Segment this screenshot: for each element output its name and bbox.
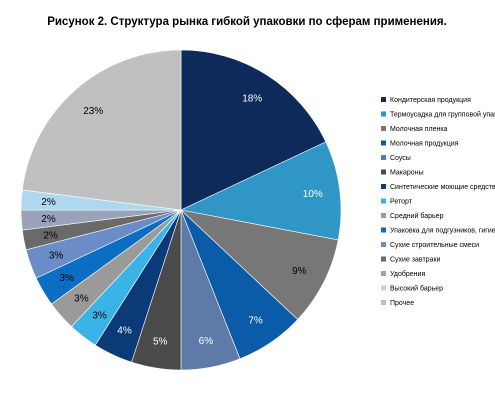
legend-label: Молочная продукция (390, 141, 459, 148)
slice-value-label: 10% (303, 189, 323, 200)
legend-label: Молочная пленка (390, 126, 448, 133)
slice-value-label: 9% (292, 266, 307, 277)
slice-value-label: 6% (199, 336, 214, 347)
legend-swatch (381, 97, 386, 102)
legend-label: Высокий барьер (390, 285, 443, 293)
pie-slices (20, 49, 342, 371)
legend-swatch (381, 285, 386, 291)
legend-label: Реторт (390, 199, 413, 206)
legend-label: Термоусадка для групповой упако (390, 111, 495, 119)
pie-slice-labels: 18%10%9%7%6%5%4%3%3%3%3%2%2%2%23% (41, 93, 323, 347)
legend-label: Прочее (390, 300, 414, 307)
pie-slice (180, 49, 327, 211)
slice-value-label: 3% (49, 251, 64, 262)
legend-label: Синтетические моющие средства (390, 184, 495, 191)
legend-swatch (381, 155, 386, 160)
pie-slice (21, 49, 182, 211)
legend-label: Удобрения (390, 270, 425, 278)
slice-value-label: 2% (41, 214, 56, 225)
legend-label: Сухие завтраки (390, 257, 441, 264)
slice-value-label: 4% (117, 326, 132, 337)
legend-swatch (381, 256, 386, 262)
slice-value-label: 2% (41, 197, 56, 208)
legend-label: Соусы (390, 155, 411, 162)
legend-label: Упаковка для подгузников, гигиен (390, 228, 495, 235)
pie-slice (180, 141, 342, 241)
legend-label: Кондитерская продукция (390, 97, 471, 104)
legend-label: Сухие строительные смеси (390, 242, 479, 249)
legend-swatch (381, 242, 386, 247)
slice-value-label: 3% (74, 293, 89, 304)
slice-value-label: 2% (43, 230, 58, 241)
legend-swatch (381, 126, 386, 131)
legend: Кондитерская продукция Термоусадка для гр… (381, 97, 495, 307)
legend-swatch (381, 213, 386, 218)
slice-value-label: 5% (153, 337, 168, 348)
legend-label: Средний барьер (390, 212, 444, 220)
slice-value-label: 7% (248, 315, 263, 326)
pie-slice (180, 209, 339, 320)
legend-swatch (381, 184, 386, 189)
chart-title: Рисунок 2. Структура рынка гибкой упаков… (47, 16, 447, 28)
legend-swatch (381, 198, 386, 204)
legend-swatch (381, 140, 386, 146)
slice-value-label: 18% (242, 93, 262, 104)
legend-swatch (381, 227, 386, 233)
legend-swatch (381, 169, 386, 175)
slice-value-label: 3% (92, 310, 107, 321)
legend-swatch (381, 271, 386, 276)
slice-value-label: 23% (83, 106, 103, 117)
slice-value-label: 3% (59, 273, 74, 284)
legend-swatch (381, 111, 386, 117)
legend-label: Макароны (390, 170, 424, 177)
legend-swatch (381, 300, 386, 305)
